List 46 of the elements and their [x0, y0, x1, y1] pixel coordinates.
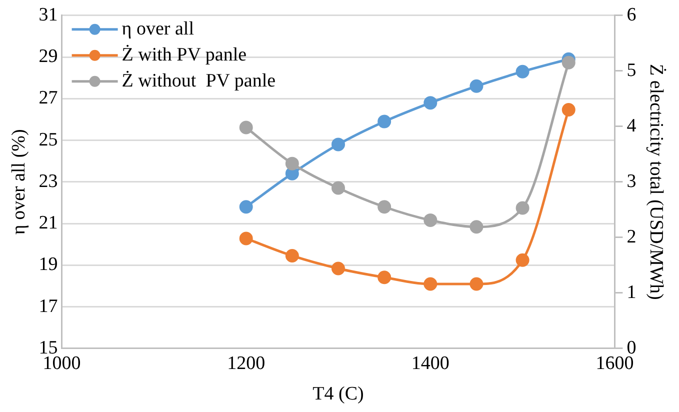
- point: [378, 200, 392, 214]
- point: [516, 253, 530, 267]
- y2-tick-label: 4: [626, 115, 637, 136]
- x-axis-title: T4 (C): [312, 384, 364, 405]
- legend-label: η over all: [122, 18, 194, 40]
- y-tick-label: 17: [38, 296, 58, 317]
- y2-tick-label: 5: [626, 60, 636, 81]
- legend-label: Ż with PV panle: [122, 44, 247, 66]
- point: [424, 277, 438, 291]
- y2-tick-label: 1: [626, 282, 636, 303]
- point: [239, 232, 253, 246]
- x-tick-label: 1200: [227, 352, 266, 374]
- y2-tick-label: 3: [626, 170, 636, 192]
- y2-tick-label: 2: [626, 226, 636, 248]
- point: [470, 277, 484, 291]
- point: [516, 64, 530, 78]
- point: [470, 220, 484, 234]
- point: [285, 248, 299, 262]
- point: [378, 114, 392, 128]
- x-tick-label: 1600: [596, 352, 634, 374]
- y2-tick-label: 6: [626, 4, 636, 26]
- x-tick-label: 1000: [42, 352, 81, 374]
- point: [562, 56, 576, 70]
- y-axis-title: η over all (%): [8, 129, 30, 235]
- y-tick-label: 19: [38, 254, 58, 276]
- y-tick-label: 25: [38, 129, 58, 150]
- point: [378, 270, 392, 284]
- y-tick-label: 31: [38, 4, 58, 26]
- y-tick-label: 27: [38, 88, 58, 109]
- point: [516, 201, 530, 215]
- point: [332, 138, 345, 152]
- point: [239, 120, 253, 134]
- legend-label: Ż without PV panle: [122, 70, 276, 92]
- y2-axis-title: Ż electricity total (USD/MWh): [646, 64, 667, 300]
- point: [332, 262, 345, 276]
- point: [332, 181, 345, 195]
- point: [424, 96, 438, 110]
- point: [424, 213, 438, 227]
- y-tick-label: 21: [38, 212, 58, 234]
- point: [285, 156, 299, 170]
- y-tick-label: 23: [38, 170, 58, 192]
- point: [562, 103, 576, 116]
- point: [239, 200, 253, 214]
- x-tick-label: 1400: [411, 352, 450, 374]
- y-tick-label: 29: [38, 46, 58, 68]
- point: [470, 79, 484, 93]
